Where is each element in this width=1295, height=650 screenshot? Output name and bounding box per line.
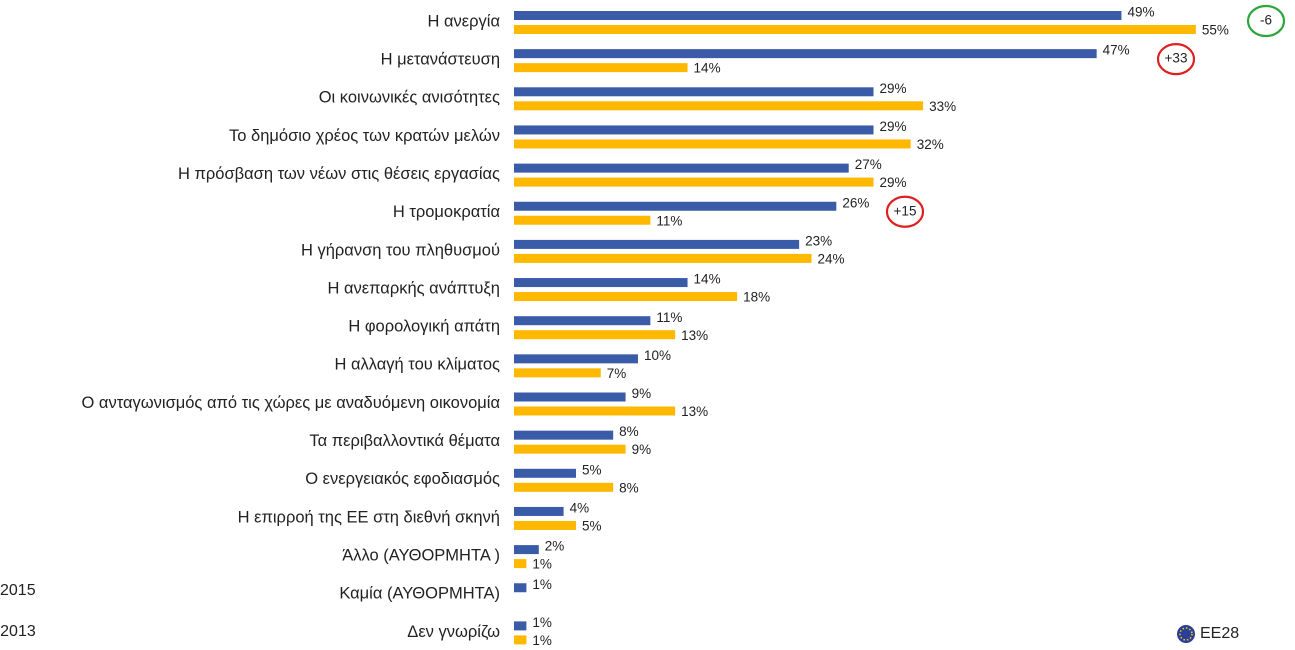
value-label: 8% (619, 424, 639, 439)
value-label: 47% (1103, 43, 1130, 58)
value-label: 9% (632, 442, 652, 457)
bar (514, 559, 527, 569)
value-label: 11% (656, 310, 682, 325)
value-label: 55% (1202, 23, 1229, 38)
category-label: Ο ανταγωνισμός από τις χώρες με αναδυόμε… (81, 394, 500, 412)
value-label: 10% (644, 348, 671, 363)
bar (514, 177, 874, 187)
category-label: Ο ενεργειακός εφοδιασμός (305, 470, 500, 488)
value-label: 14% (694, 61, 721, 76)
bar (514, 11, 1122, 20)
category-label: Η τρομοκρατία (393, 203, 501, 221)
bar (514, 392, 626, 402)
bar (514, 63, 688, 73)
category-label: Η ανεργία (428, 12, 501, 30)
annotation-text: +15 (894, 203, 917, 218)
legend-label: 2015 (0, 582, 36, 599)
bar (514, 87, 874, 97)
bar (514, 278, 688, 288)
value-label: 13% (681, 328, 708, 343)
bar (514, 292, 738, 302)
bar (514, 430, 614, 440)
bar (514, 316, 651, 326)
value-label: 1% (532, 557, 552, 572)
value-label: 1% (532, 577, 552, 592)
annotation-circle (885, 195, 925, 228)
value-label: 23% (805, 233, 832, 248)
legend-label: ς 2013 (0, 623, 36, 640)
value-label: 29% (880, 175, 907, 190)
value-label: 5% (582, 462, 602, 477)
bar (514, 253, 812, 263)
value-label: 49% (1127, 5, 1154, 20)
annotation-text: -6 (1260, 13, 1272, 28)
bar (514, 621, 527, 631)
value-label: 33% (929, 99, 956, 114)
category-label: Η μετανάστευση (381, 51, 500, 69)
bar (514, 201, 837, 211)
value-label: 24% (818, 251, 845, 266)
bar (514, 583, 527, 593)
bar (514, 125, 874, 135)
value-label: 18% (743, 290, 770, 305)
bar (514, 406, 676, 416)
value-label: 8% (619, 480, 639, 495)
category-label: Η ανεπαρκής ανάπτυξη (327, 279, 500, 297)
value-label: 26% (842, 195, 869, 210)
category-label: Η φορολογική απάτη (348, 318, 500, 336)
badge-label: EE28 (1200, 625, 1239, 642)
bar (514, 520, 576, 530)
value-label: 32% (917, 137, 944, 152)
value-label: 9% (632, 386, 652, 401)
category-label: Η επιρροή της ΕΕ στη διεθνή σκηνή (238, 508, 500, 526)
value-label: 13% (681, 404, 708, 419)
bar (514, 444, 626, 454)
value-label: 7% (607, 366, 627, 381)
category-label: Καμία (ΑΥΘΟΡΜΗΤΑ) (339, 585, 500, 603)
bar (514, 49, 1097, 59)
bar (514, 25, 1196, 34)
bar (514, 506, 564, 516)
category-label: Οι κοινωνικές ανισότητες (319, 89, 500, 107)
category-label: Η γήρανση του πληθυσμού (301, 241, 500, 259)
bar (514, 163, 849, 173)
bar (514, 215, 651, 225)
value-label: 29% (880, 81, 907, 96)
bar (514, 101, 924, 111)
value-label: 2% (545, 539, 565, 554)
category-label: Άλλο (ΑΥΘΟΡΜΗΤΑ ) (342, 546, 500, 564)
value-label: 29% (880, 119, 907, 134)
value-label: 14% (694, 272, 721, 287)
value-label: 4% (570, 501, 590, 516)
annotation-circle (1246, 4, 1286, 38)
category-label: Το δημόσιο χρέος των κρατών μελών (229, 127, 500, 145)
badge-icon-ring (1179, 627, 1193, 641)
value-label: 11% (656, 213, 682, 228)
category-label: Η πρόσβαση των νέων στις θέσεις εργασίας (178, 165, 500, 183)
bar (514, 635, 527, 645)
bar (514, 545, 539, 555)
category-label: Τα περιβαλλοντικά θέματα (309, 432, 500, 450)
value-label: 5% (582, 519, 602, 534)
value-label: 1% (532, 633, 552, 648)
annotation-text: +33 (1165, 51, 1188, 66)
bar (514, 368, 601, 378)
annotation-circle (1156, 43, 1196, 76)
bar (514, 139, 911, 149)
bar (514, 239, 800, 249)
bar (514, 482, 614, 492)
value-label: 27% (855, 157, 882, 172)
bar (514, 468, 576, 478)
category-label: Δεν γνωρίζω (407, 623, 500, 641)
category-label: Η αλλαγή του κλίματος (334, 356, 500, 374)
value-label: 1% (532, 615, 552, 630)
bar (514, 330, 676, 340)
bar (514, 354, 638, 364)
